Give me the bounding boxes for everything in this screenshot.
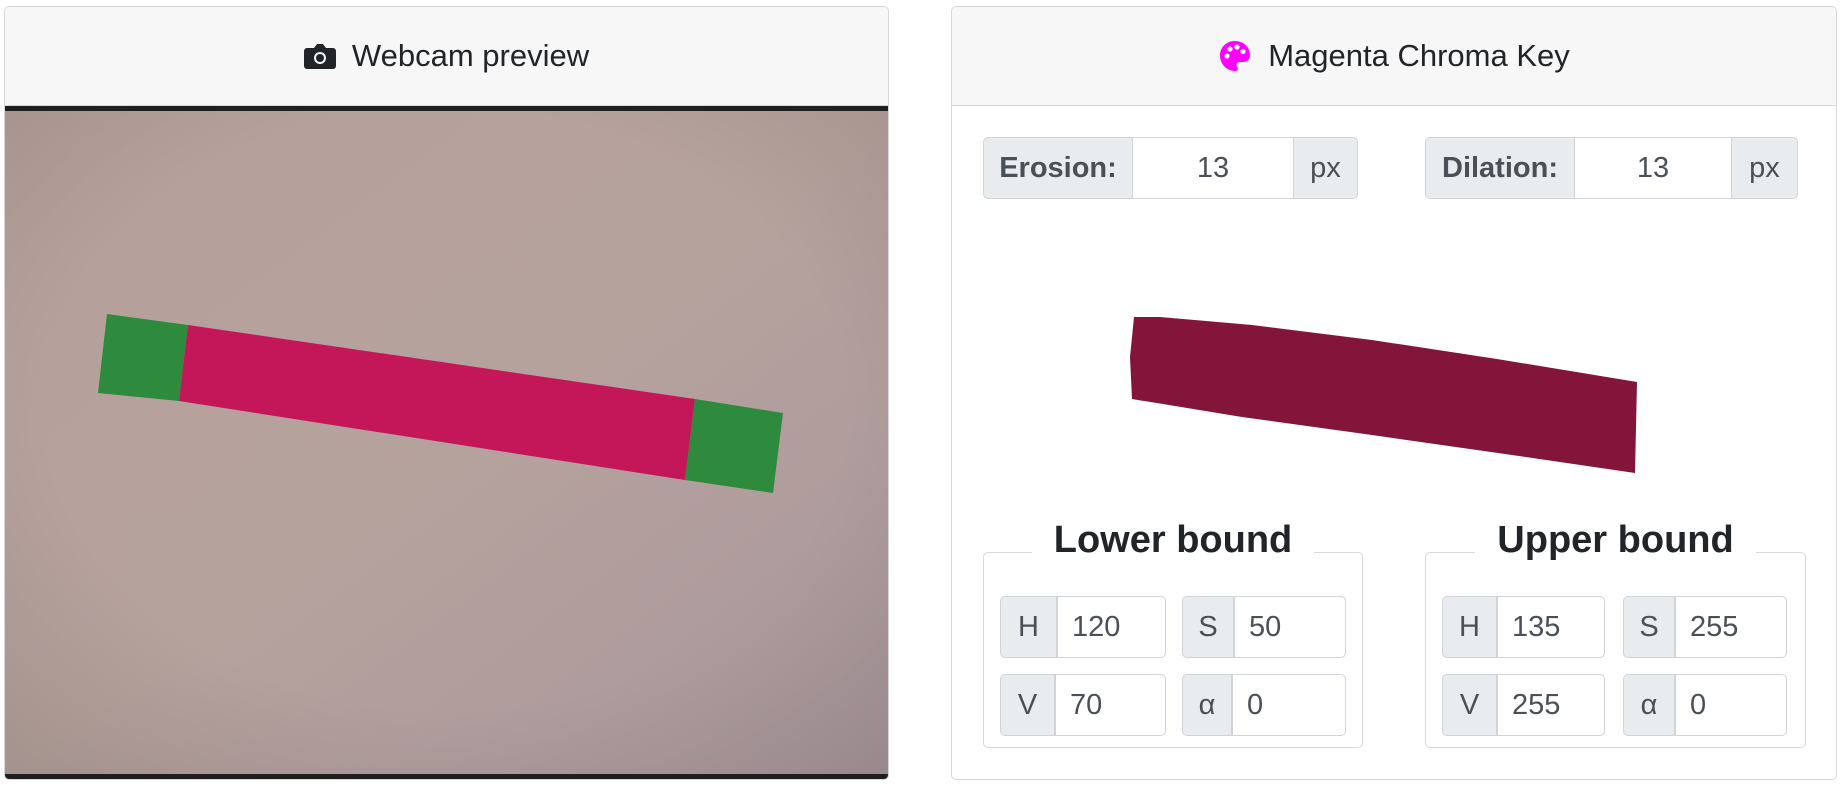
lower-h-label: H: [1000, 596, 1057, 658]
chroma-mask-preview: [1130, 317, 1637, 473]
erosion-input[interactable]: 13: [1133, 137, 1294, 199]
camera-icon: [303, 44, 336, 69]
lower-bound-title: Lower bound: [1031, 519, 1315, 561]
palette-icon: [1220, 41, 1251, 71]
upper-s-input[interactable]: 255: [1675, 596, 1787, 658]
upper-bound-fieldset: Upper bound H 135 S 255 V 255 α 0: [1425, 519, 1806, 748]
lower-alpha-input[interactable]: 0: [1232, 674, 1346, 736]
upper-h-input[interactable]: 135: [1497, 596, 1605, 658]
lower-s-input[interactable]: 50: [1234, 596, 1346, 658]
lower-v-input[interactable]: 70: [1055, 674, 1166, 736]
erosion-unit: px: [1294, 137, 1358, 199]
dilation-input-group: Dilation: 13 px: [1425, 137, 1798, 199]
erosion-label: Erosion:: [983, 137, 1133, 199]
webcam-preview-header: Webcam preview: [5, 7, 888, 106]
upper-alpha-input[interactable]: 0: [1675, 674, 1787, 736]
upper-alpha-label: α: [1623, 674, 1675, 736]
lower-alpha-label: α: [1182, 674, 1232, 736]
lower-h-input[interactable]: 120: [1057, 596, 1166, 658]
upper-s-label: S: [1623, 596, 1675, 658]
magenta-strip: [179, 325, 695, 480]
lower-bound-fieldset: Lower bound H 120 S 50 V 70 α 0: [983, 519, 1363, 748]
upper-s-group: S 255: [1623, 596, 1787, 658]
green-end-right: [685, 399, 783, 493]
upper-h-group: H 135: [1442, 596, 1605, 658]
lower-alpha-group: α 0: [1182, 674, 1346, 736]
upper-alpha-group: α 0: [1623, 674, 1787, 736]
webcam-video-feed: [5, 106, 888, 779]
lower-s-group: S 50: [1182, 596, 1346, 658]
green-end-left: [98, 314, 188, 401]
dilation-unit: px: [1732, 137, 1798, 199]
webcam-preview-card: Webcam preview: [4, 6, 889, 780]
upper-v-label: V: [1442, 674, 1497, 736]
chroma-key-title: Magenta Chroma Key: [1268, 38, 1570, 73]
mask-strip: [1130, 317, 1637, 473]
dilation-input[interactable]: 13: [1575, 137, 1732, 199]
erosion-input-group: Erosion: 13 px: [983, 137, 1358, 199]
lower-v-label: V: [1000, 674, 1055, 736]
upper-v-group: V 255: [1442, 674, 1605, 736]
lower-s-label: S: [1182, 596, 1234, 658]
upper-h-label: H: [1442, 596, 1497, 658]
lower-h-group: H 120: [1000, 596, 1166, 658]
lower-v-group: V 70: [1000, 674, 1166, 736]
upper-v-input[interactable]: 255: [1497, 674, 1605, 736]
chroma-key-card: Magenta Chroma Key Erosion: 13 px Dilati…: [951, 6, 1837, 780]
webcam-frame: [5, 111, 888, 774]
chroma-key-header: Magenta Chroma Key: [952, 7, 1836, 106]
webcam-preview-title: Webcam preview: [351, 38, 590, 73]
upper-bound-title: Upper bound: [1475, 519, 1756, 561]
dilation-label: Dilation:: [1425, 137, 1575, 199]
